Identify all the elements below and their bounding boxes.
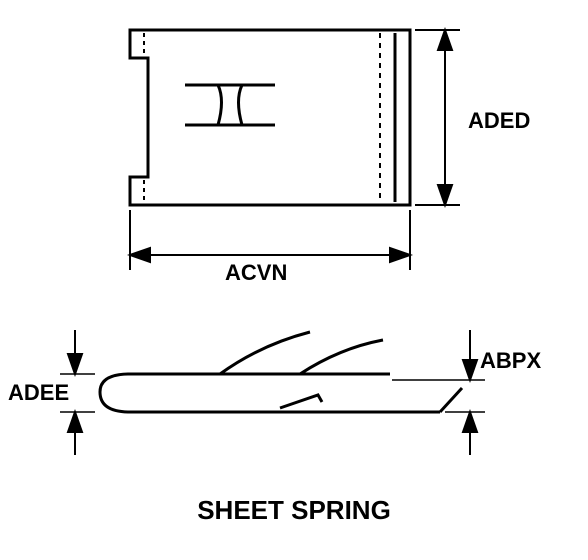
diagram-svg <box>0 0 588 560</box>
diagram-title: SHEET SPRING <box>0 495 588 526</box>
abpx-label: ABPX <box>480 348 541 374</box>
acvn-label: ACVN <box>225 260 287 286</box>
sheet-spring-diagram: ADED ACVN ADEE ABPX SHEET SPRING <box>0 0 588 560</box>
aded-dimension <box>415 30 460 205</box>
adee-label: ADEE <box>8 380 69 406</box>
side-view <box>100 332 462 412</box>
aded-label: ADED <box>468 108 530 134</box>
top-view <box>130 30 410 205</box>
abpx-dimension <box>392 330 485 455</box>
